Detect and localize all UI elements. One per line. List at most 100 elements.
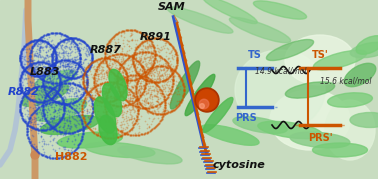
Point [121, 77, 127, 80]
Point [166, 57, 172, 59]
Point [21, 70, 27, 72]
Point [70, 70, 76, 72]
Point [70, 81, 76, 84]
Point [117, 95, 123, 98]
Point [135, 77, 141, 80]
Point [46, 154, 52, 157]
Point [123, 84, 129, 86]
Point [140, 66, 146, 69]
Point [78, 87, 84, 90]
Point [117, 93, 123, 96]
Point [76, 107, 82, 109]
Point [161, 108, 167, 111]
Point [118, 57, 124, 60]
Point [114, 90, 120, 93]
Point [43, 89, 50, 92]
Point [45, 119, 51, 122]
Point [67, 83, 73, 86]
Point [48, 117, 54, 120]
Point [169, 57, 175, 60]
Point [148, 66, 154, 68]
Point [63, 65, 69, 68]
Point [77, 57, 83, 60]
Point [102, 92, 108, 95]
Point [118, 77, 124, 80]
Point [157, 56, 163, 59]
Point [32, 84, 38, 87]
Point [151, 67, 157, 70]
Point [129, 85, 135, 88]
Point [118, 61, 124, 64]
Point [159, 73, 165, 76]
Point [45, 89, 51, 92]
Point [45, 34, 51, 37]
Point [148, 57, 154, 60]
Point [129, 70, 135, 73]
Point [123, 92, 129, 95]
Point [121, 107, 127, 109]
Point [129, 96, 135, 99]
Point [134, 99, 140, 102]
Point [67, 84, 73, 86]
Point [54, 77, 60, 80]
Point [127, 100, 133, 103]
Point [105, 69, 111, 72]
Point [54, 87, 60, 90]
Point [50, 57, 56, 59]
Point [122, 97, 128, 100]
Point [144, 55, 150, 58]
Point [59, 78, 65, 81]
Point [64, 109, 70, 112]
Point [61, 146, 67, 149]
Point [33, 41, 39, 44]
Point [145, 45, 151, 48]
Point [104, 95, 110, 98]
Point [69, 39, 75, 42]
Point [119, 90, 125, 93]
Point [48, 122, 54, 125]
Point [121, 36, 127, 38]
Point [118, 124, 124, 127]
Point [122, 62, 128, 65]
Point [40, 123, 46, 126]
Point [62, 108, 68, 111]
Point [70, 131, 76, 134]
Point [159, 72, 165, 75]
Point [55, 88, 61, 91]
Point [101, 118, 107, 121]
Point [55, 67, 61, 70]
Point [104, 107, 110, 110]
Point [68, 71, 74, 74]
Point [67, 133, 73, 136]
Point [61, 39, 67, 42]
Point [103, 88, 109, 91]
Point [133, 56, 139, 59]
Point [160, 65, 166, 67]
Point [62, 147, 68, 150]
Point [131, 92, 137, 95]
Point [75, 63, 81, 66]
Point [37, 45, 43, 48]
Point [174, 86, 180, 89]
Point [119, 73, 125, 76]
Point [50, 99, 56, 102]
Point [60, 91, 66, 94]
Point [79, 57, 85, 60]
Point [72, 56, 78, 59]
Point [56, 117, 62, 120]
Point [56, 129, 62, 132]
Point [63, 72, 69, 75]
Point [151, 67, 157, 70]
Point [91, 81, 97, 84]
Point [153, 79, 159, 82]
Point [108, 87, 115, 90]
Point [83, 54, 89, 57]
Point [40, 48, 46, 51]
Point [82, 102, 88, 105]
Point [34, 60, 40, 63]
Point [33, 54, 39, 57]
Point [67, 104, 73, 107]
Point [51, 117, 57, 119]
Point [141, 57, 147, 60]
Point [143, 99, 149, 102]
